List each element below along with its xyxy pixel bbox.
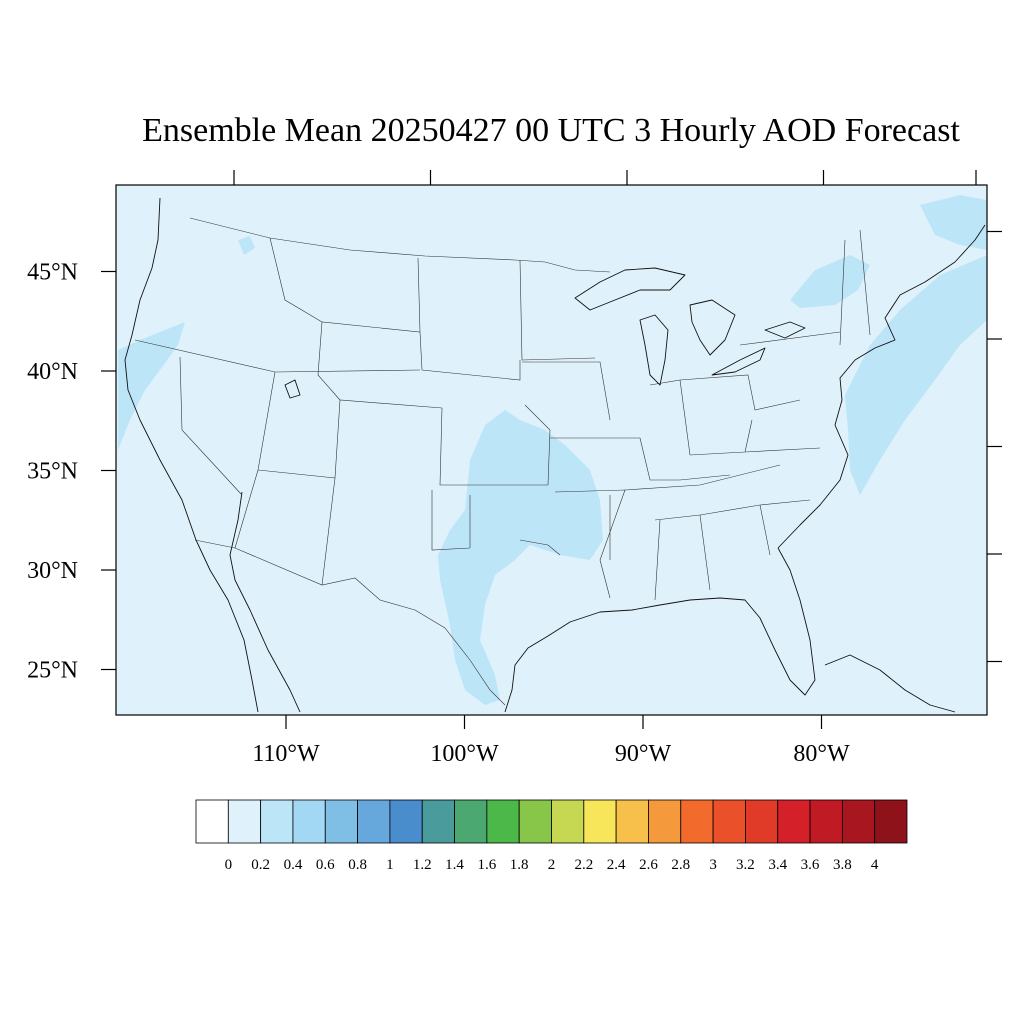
colorbar-swatch — [648, 799, 682, 844]
colorbar-swatch — [551, 799, 585, 844]
plume-oregon-patch — [238, 236, 255, 255]
lon-tick-label: 100°W — [430, 741, 499, 767]
lat-tick-label: 30°N — [27, 558, 78, 584]
colorbar-label: 1 — [386, 857, 394, 873]
colorbar-label: 2 — [548, 857, 556, 873]
longitude-ticks: 110°W 100°W 90°W 80°W — [233, 170, 977, 767]
lon-tick-label: 90°W — [615, 741, 672, 767]
colorbar-label: 0.8 — [348, 857, 367, 873]
gulf-coastline — [504, 547, 816, 713]
colorbar-label: 3.2 — [736, 857, 755, 873]
colorbar-swatch — [745, 799, 779, 844]
colorbar-label: 1.2 — [413, 857, 432, 873]
map-title: Ensemble Mean 20250427 00 UTC 3 Hourly A… — [142, 112, 960, 149]
lake-michigan — [639, 314, 669, 386]
state-lines-east — [624, 229, 871, 601]
colorbar-label: 3.8 — [833, 857, 852, 873]
map-frame — [115, 184, 988, 716]
colorbar-label: 2.8 — [671, 857, 690, 873]
colorbar-swatch — [874, 799, 908, 844]
colorbar-swatch — [777, 799, 811, 844]
colorbar-label: 0.2 — [251, 857, 270, 873]
lat-tick-label: 40°N — [27, 359, 78, 385]
lake-huron — [689, 299, 736, 356]
colorbar-swatch — [389, 799, 423, 844]
state-lines-west — [134, 237, 551, 586]
map-panel — [115, 184, 988, 716]
colorbar-label: 3.4 — [768, 857, 787, 873]
colorbar-swatch — [421, 799, 455, 844]
colorbar-swatch — [486, 799, 520, 844]
gulf-of-california — [229, 491, 301, 713]
colorbar-label: 0.4 — [284, 857, 303, 873]
colorbar-label: 0 — [225, 857, 233, 873]
great-salt-lake — [284, 379, 301, 399]
colorbar-label: 2.4 — [607, 857, 626, 873]
colorbar-swatch — [615, 799, 649, 844]
colorbar-swatch — [712, 799, 746, 844]
lat-tick-label: 25°N — [27, 658, 78, 684]
colorbar-label: 1.4 — [445, 857, 464, 873]
mexico-border — [194, 539, 506, 706]
lake-erie — [711, 347, 766, 376]
colorbar-swatch — [680, 799, 714, 844]
colorbar-swatch — [227, 799, 262, 844]
cuba-coast — [824, 654, 956, 713]
colorbar-label: 3.6 — [801, 857, 820, 873]
plume-northeast — [790, 255, 870, 308]
atlantic-coastline — [777, 224, 986, 549]
colorbar-swatch — [583, 799, 617, 844]
lon-tick-label: 80°W — [793, 741, 850, 767]
canada-border — [189, 217, 611, 273]
plume-atlantic — [845, 255, 987, 495]
latitude-ticks: 45°N 40°N 35°N 30°N 25°N — [27, 230, 1002, 684]
colorbar-label: 3 — [709, 857, 717, 873]
lon-tick-label: 110°W — [252, 741, 320, 767]
colorbar-label: 2.6 — [639, 857, 658, 873]
lake-ontario — [764, 321, 806, 339]
colorbar-swatch — [454, 799, 488, 844]
colorbar-swatch — [357, 799, 391, 844]
colorbar-label: 1.8 — [510, 857, 529, 873]
colorbar-label: 1.6 — [477, 857, 496, 873]
lake-superior — [574, 267, 686, 311]
colorbar-swatch — [260, 799, 294, 844]
colorbar-label: 0.6 — [316, 857, 335, 873]
plume-southern-plains — [438, 410, 603, 705]
colorbar: 0 0.2 0.4 0.6 0.8 1 1.2 1.4 1.6 1.8 2 2.2 2.4 2.6 2.8 3… — [195, 799, 908, 873]
plume-gulf-st-lawrence — [920, 195, 987, 250]
colorbar-swatch — [324, 799, 358, 844]
aod-plumes — [118, 195, 987, 705]
colorbar-label: 4 — [871, 857, 879, 873]
colorbar-swatch — [195, 799, 229, 844]
plume-pacific-coast — [118, 322, 185, 450]
lat-tick-label: 35°N — [27, 459, 78, 485]
coastlines — [124, 197, 986, 713]
colorbar-label: 2.2 — [574, 857, 593, 873]
pacific-coastline — [124, 197, 259, 713]
borders — [134, 217, 871, 706]
colorbar-swatch — [809, 799, 843, 844]
colorbar-swatch — [292, 799, 326, 844]
colorbar-swatch — [841, 799, 876, 844]
colorbar-swatch — [518, 799, 552, 844]
lat-tick-label: 45°N — [27, 260, 78, 286]
